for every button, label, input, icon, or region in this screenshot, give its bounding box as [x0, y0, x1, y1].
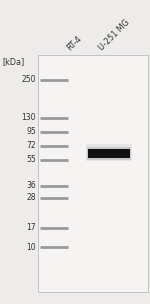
Text: 36: 36	[26, 181, 36, 191]
Bar	[87, 147, 131, 160]
Text: U-251 MG: U-251 MG	[97, 18, 131, 52]
Text: 10: 10	[26, 243, 36, 251]
Text: 17: 17	[26, 223, 36, 233]
Text: 28: 28	[27, 194, 36, 202]
Bar	[88, 148, 130, 157]
Text: 130: 130	[21, 113, 36, 123]
Bar	[86, 144, 132, 161]
Text: 55: 55	[26, 156, 36, 164]
Text: [kDa]: [kDa]	[2, 57, 24, 67]
Text: 95: 95	[26, 127, 36, 136]
Text: 250: 250	[21, 75, 36, 85]
Text: RT-4: RT-4	[66, 34, 84, 52]
Text: 72: 72	[26, 141, 36, 150]
Bar	[38, 55, 148, 292]
